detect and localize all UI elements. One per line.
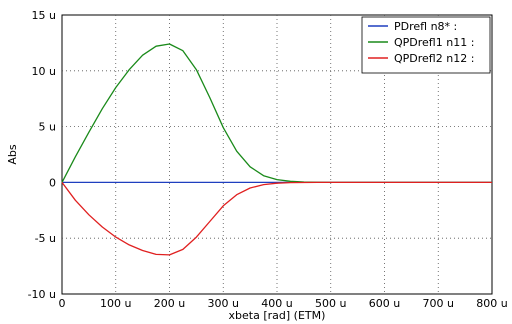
y-tick-label: -5 u [35,232,56,245]
grid-lines [62,15,492,294]
x-tick-label: 400 u [261,297,292,310]
x-tick-label: 800 u [476,297,507,310]
x-tick-label: 100 u [100,297,131,310]
series-line-3 [61,181,492,256]
y-axis-label: Abs [6,144,19,165]
y-tick-label: -10 u [28,288,56,301]
x-axis-label: xbeta [rad] (ETM) [229,309,326,322]
x-tick-label: 0 [59,297,66,310]
y-tick-label: 5 u [39,121,56,134]
x-tick-label: 600 u [369,297,400,310]
tick-labels: 0 100 u 200 u 300 u 400 u 500 u 600 u 700 u 800 … [28,9,508,310]
legend-entry: PDrefl n8* : [394,20,457,33]
series-layer [61,43,492,256]
y-tick-label: 15 u [32,9,56,22]
legend-entry: QPDrefl1 n11 : [394,36,474,49]
y-tick-label: 0 [49,176,56,189]
legend-entry: QPDrefl2 n12 : [394,52,474,65]
x-tick-label: 500 u [315,297,346,310]
x-tick-label: 200 u [154,297,185,310]
x-tick-label: 700 u [423,297,454,310]
x-tick-label: 300 u [208,297,239,310]
y-tick-label: 10 u [32,65,56,78]
legend: PDrefl n8* : QPDrefl1 n11 : QPDrefl2 n12 : [361,16,491,74]
